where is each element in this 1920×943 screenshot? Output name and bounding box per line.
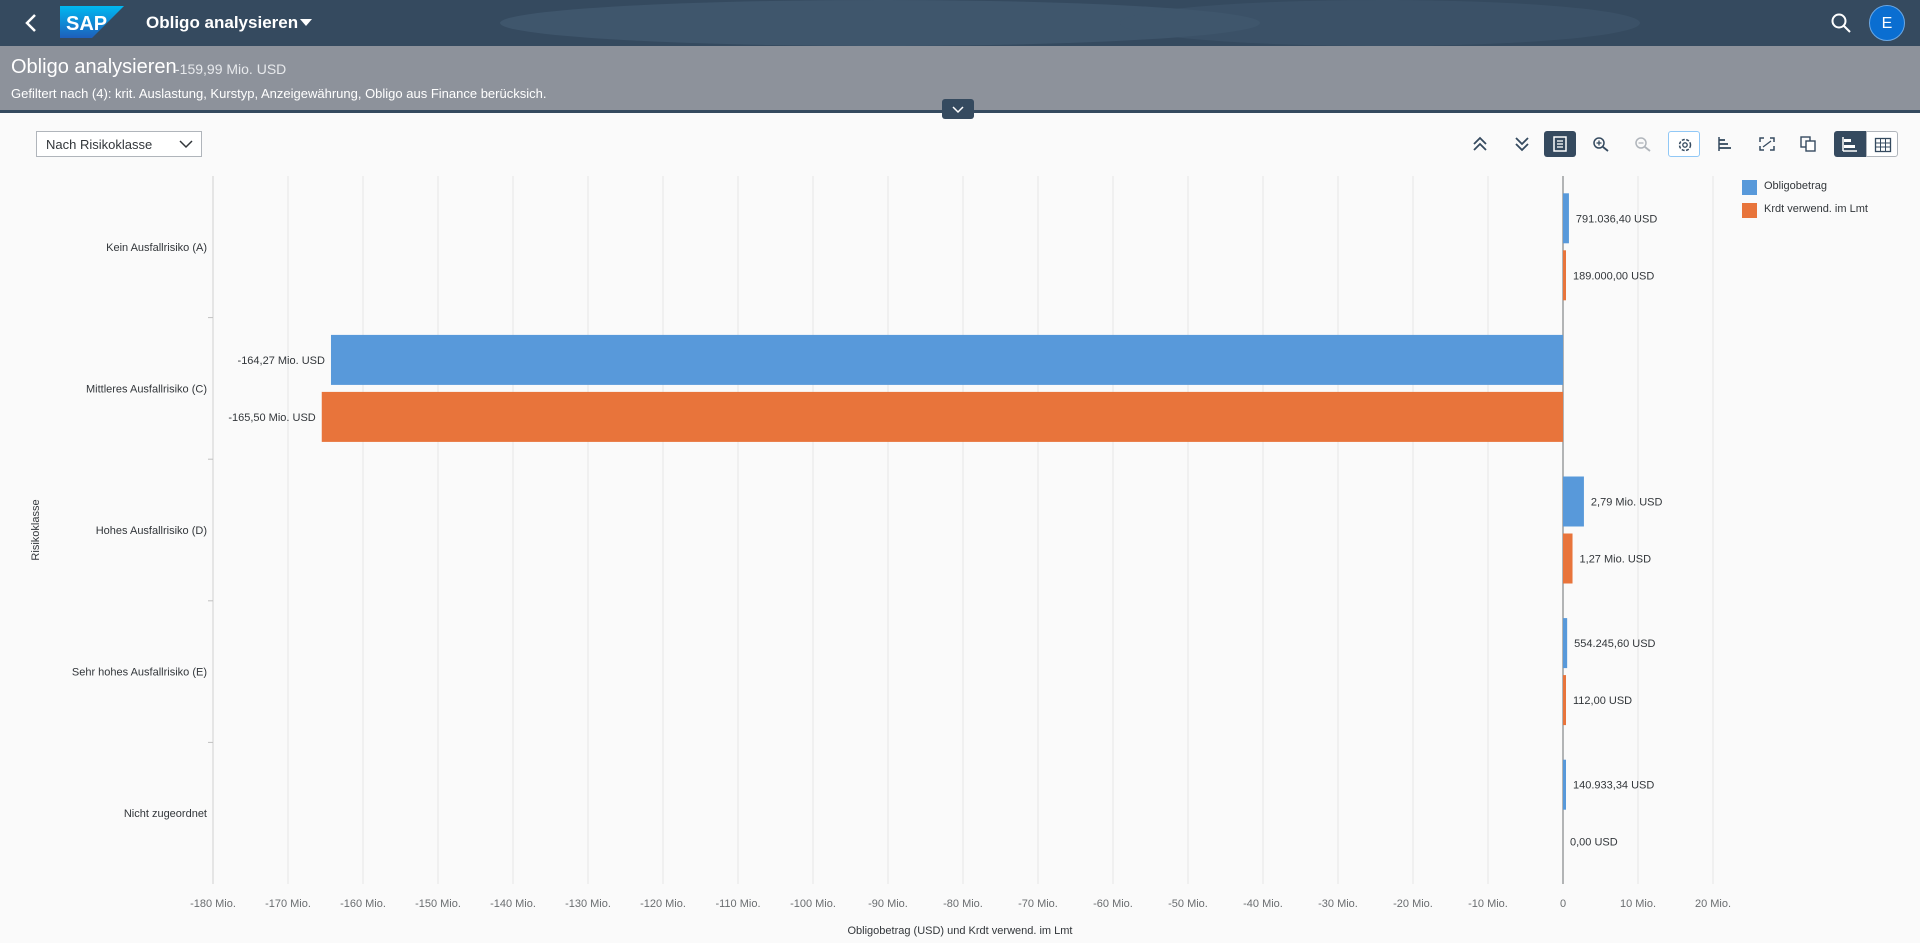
- view-select-value: Nach Risikoklasse: [46, 137, 153, 152]
- back-icon: [25, 14, 36, 32]
- y-axis-title: Risikoklasse: [30, 499, 42, 560]
- legend-label: Krdt verwend. im Lmt: [1764, 203, 1868, 215]
- page-title: Obligo analysieren: [11, 56, 177, 78]
- category-label: Kein Ausfallrisiko (A): [106, 242, 207, 254]
- data-label: 554.245,60 USD: [1574, 638, 1655, 650]
- bar[interactable]: [1563, 533, 1573, 584]
- sap-logo-text: SAP: [66, 13, 107, 35]
- data-label: 0,00 USD: [1570, 837, 1618, 849]
- bar[interactable]: [1563, 476, 1584, 527]
- category-label: Sehr hohes Ausfallrisiko (E): [72, 667, 207, 679]
- filter-summary: Gefiltert nach (4): krit. Auslastung, Ku…: [11, 86, 547, 101]
- bar[interactable]: [1563, 759, 1566, 810]
- drill-up-icon: [1473, 136, 1487, 151]
- app-title[interactable]: Obligo analysieren: [146, 13, 299, 32]
- x-tick-label: 0: [1560, 898, 1566, 910]
- legend-swatch: [1742, 203, 1757, 218]
- x-tick-label: -90 Mio.: [868, 898, 908, 910]
- x-tick-label: -140 Mio.: [490, 898, 536, 910]
- x-tick-label: -70 Mio.: [1018, 898, 1058, 910]
- data-label: 140.933,34 USD: [1573, 780, 1654, 792]
- caret-down-icon[interactable]: [300, 19, 312, 26]
- x-tick-label: -100 Mio.: [790, 898, 836, 910]
- x-tick-label: 10 Mio.: [1620, 898, 1656, 910]
- legend-swatch: [1742, 180, 1757, 195]
- x-tick-label: -40 Mio.: [1243, 898, 1283, 910]
- x-tick-label: -20 Mio.: [1393, 898, 1433, 910]
- shell-decoration: [1120, 0, 1640, 46]
- chevron-down-icon: [952, 106, 964, 114]
- x-tick-label: -180 Mio.: [190, 898, 236, 910]
- sort-button[interactable]: [1709, 131, 1741, 157]
- chevron-down-icon: [179, 140, 193, 149]
- zoom-out-button[interactable]: [1627, 131, 1659, 157]
- drill-down-button[interactable]: [1506, 131, 1538, 157]
- bar[interactable]: [1563, 193, 1569, 244]
- zoom-in-icon: [1593, 137, 1609, 152]
- drill-up-button[interactable]: [1464, 131, 1496, 157]
- chart-view-icon: [1842, 137, 1857, 152]
- x-tick-label: -120 Mio.: [640, 898, 686, 910]
- settings-button[interactable]: [1668, 131, 1700, 157]
- x-tick-label: -150 Mio.: [415, 898, 461, 910]
- data-label: 791.036,40 USD: [1576, 213, 1657, 225]
- legend-label: Obligobetrag: [1764, 180, 1827, 192]
- view-select[interactable]: Nach Risikoklasse: [36, 131, 202, 157]
- details-button[interactable]: [1544, 131, 1576, 157]
- data-label: -165,50 Mio. USD: [228, 412, 315, 424]
- x-tick-label: 20 Mio.: [1695, 898, 1731, 910]
- x-tick-label: -10 Mio.: [1468, 898, 1508, 910]
- bar[interactable]: [330, 334, 1564, 385]
- fullscreen-icon: [1759, 137, 1775, 151]
- data-label: 112,00 USD: [1573, 695, 1632, 707]
- sort-icon: [1718, 137, 1731, 151]
- copy-icon: [1800, 136, 1816, 152]
- kpi-value: -159,99 Mio. USD: [175, 61, 287, 77]
- bar[interactable]: [1563, 675, 1566, 726]
- data-label: 2,79 Mio. USD: [1591, 497, 1663, 509]
- shell-bar: SAP Obligo analysieren E: [0, 0, 1920, 46]
- data-label: 1,27 Mio. USD: [1580, 554, 1652, 566]
- table-view-icon: [1874, 137, 1892, 153]
- x-tick-label: -160 Mio.: [340, 898, 386, 910]
- settings-icon: [1678, 138, 1692, 152]
- bar[interactable]: [1563, 250, 1566, 301]
- category-label: Mittleres Ausfallrisiko (C): [86, 383, 207, 395]
- x-tick-label: -110 Mio.: [715, 898, 760, 910]
- zoom-in-button[interactable]: [1585, 131, 1617, 157]
- category-label: Nicht zugeordnet: [124, 808, 207, 820]
- bar[interactable]: [321, 391, 1563, 442]
- zoom-out-icon: [1635, 137, 1651, 152]
- search-icon[interactable]: [1830, 12, 1852, 34]
- x-tick-label: -130 Mio.: [565, 898, 611, 910]
- x-tick-label: -50 Mio.: [1168, 898, 1208, 910]
- back-button[interactable]: [18, 9, 46, 37]
- page-header: Obligo analysieren -159,99 Mio. USD Gefi…: [0, 46, 1920, 110]
- copy-button[interactable]: [1792, 131, 1824, 157]
- bar[interactable]: [1563, 618, 1568, 669]
- sap-logo[interactable]: SAP: [60, 6, 124, 38]
- x-tick-label: -170 Mio.: [265, 898, 311, 910]
- obligo-bar-chart[interactable]: Kein Ausfallrisiko (A) Mittleres Ausfallr…: [0, 170, 1920, 943]
- data-label: 189.000,00 USD: [1573, 270, 1654, 282]
- chart-view-button[interactable]: [1834, 131, 1866, 157]
- x-axis-title: Obligobetrag (USD) und Krdt verwend. im …: [848, 925, 1073, 937]
- details-icon: [1553, 136, 1567, 152]
- x-tick-label: -60 Mio.: [1093, 898, 1133, 910]
- user-avatar[interactable]: E: [1869, 5, 1905, 41]
- category-label: Hohes Ausfallrisiko (D): [96, 525, 207, 537]
- drill-down-icon: [1515, 137, 1529, 152]
- x-tick-label: -30 Mio.: [1318, 898, 1358, 910]
- data-label: -164,27 Mio. USD: [238, 355, 325, 367]
- fullscreen-button[interactable]: [1751, 131, 1783, 157]
- x-tick-label: -80 Mio.: [943, 898, 983, 910]
- table-view-button[interactable]: [1866, 131, 1898, 157]
- collapse-header-button[interactable]: [942, 99, 974, 119]
